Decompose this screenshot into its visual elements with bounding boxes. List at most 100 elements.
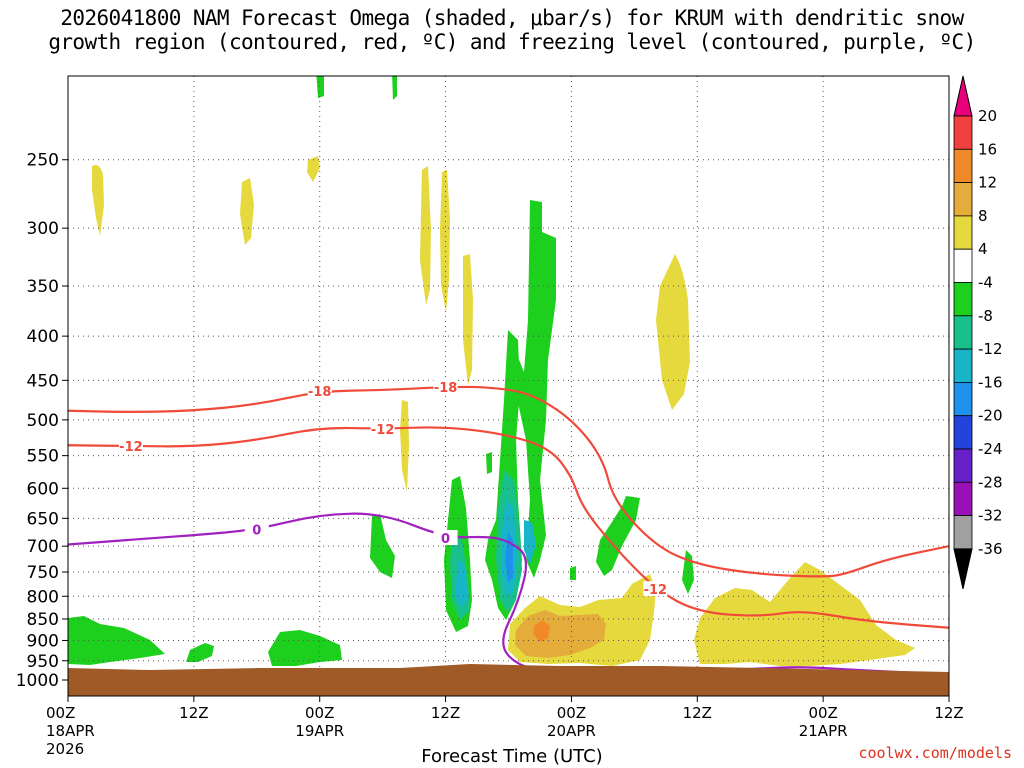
- y-tick-label: 600: [27, 479, 59, 499]
- colorbar-swatch: [953, 515, 973, 550]
- credit-link[interactable]: coolwx.com/models: [858, 744, 1012, 762]
- x-tick-label: 19APR: [295, 722, 344, 740]
- y-tick-label: 950: [27, 652, 59, 672]
- x-tick-label: 12Z: [431, 704, 460, 722]
- colorbar-swatch: [953, 415, 973, 450]
- colorbar-swatch: [953, 381, 973, 417]
- omega-patch-green-6: [486, 452, 492, 474]
- contour-label-bg: [433, 530, 458, 546]
- colorbar-swatch: [953, 348, 973, 383]
- colorbar-swatch: [953, 315, 973, 350]
- x-tick-label: 00Z: [557, 704, 586, 722]
- y-tick-label: 800: [27, 587, 59, 607]
- colorbar-swatch: [953, 548, 973, 590]
- colorbar-swatch: [953, 215, 973, 250]
- x-tick-label: 12Z: [934, 704, 963, 722]
- chart-title: 2026041800 NAM Forecast Omega (shaded, μ…: [0, 6, 1024, 54]
- contour-label-bg: [433, 378, 458, 394]
- omega-patch-yellow-7: [400, 400, 409, 492]
- colorbar-label: 20: [978, 107, 997, 125]
- colorbar-label: 4: [978, 240, 988, 258]
- x-tick-label: 00Z: [808, 704, 837, 722]
- colorbar-label: -28: [978, 473, 1003, 491]
- colorbar-swatch: [953, 182, 973, 217]
- colorbar-swatch: [953, 75, 973, 117]
- x-tick-label: 00Z: [46, 704, 75, 722]
- x-tick-label: 12Z: [179, 704, 208, 722]
- terrain-surface: [68, 664, 949, 696]
- omega-patch-yellow-3: [307, 156, 320, 182]
- omega-patch-green-2: [392, 76, 397, 100]
- y-tick-label: 650: [27, 509, 59, 529]
- colorbar: 20 16 12 8 4 -4 -8 -12 -16 -20 -24 -28 -32 -36: [953, 75, 1003, 590]
- contour-label-bg: [370, 420, 395, 436]
- x-tick-label: 00Z: [305, 704, 334, 722]
- omega-patch-green-12: [186, 643, 214, 662]
- y-tick-label: 450: [27, 371, 59, 391]
- omega-patch-yellow-6: [463, 254, 473, 385]
- y-tick-label: 400: [27, 327, 59, 347]
- dendritic-contour-label: -12: [119, 440, 143, 455]
- colorbar-swatch: [953, 148, 973, 184]
- dendritic-contour-label: -12: [644, 583, 668, 598]
- colorbar-swatch: [953, 481, 973, 516]
- omega-patch-orange-1: [515, 610, 606, 658]
- colorbar-swatch: [953, 282, 973, 317]
- omega-patch-green-8: [596, 496, 640, 576]
- colorbar-label: 8: [978, 207, 988, 225]
- x-tick-label: 2026: [46, 740, 84, 758]
- y-axis: 2503003504004505005506006507007508008509…: [16, 151, 68, 691]
- y-tick-label: 850: [27, 610, 59, 630]
- colorbar-label: -8: [978, 307, 993, 325]
- colorbar-swatch: [953, 248, 973, 283]
- y-tick-label: 900: [27, 631, 59, 651]
- dendritic-contour-label: -12: [371, 423, 395, 438]
- y-tick-label: 1000: [16, 671, 59, 691]
- colorbar-label: 16: [978, 140, 997, 158]
- colorbar-label: -36: [978, 540, 1003, 558]
- colorbar-label: -24: [978, 440, 1003, 458]
- y-tick-label: 700: [27, 537, 59, 557]
- omega-patch-yellow-8: [656, 254, 690, 410]
- y-tick-label: 250: [27, 151, 59, 171]
- y-tick-label: 500: [27, 411, 59, 431]
- omega-patch-yellow-5: [440, 170, 450, 312]
- omega-patch-yellow-10: [694, 562, 915, 666]
- freezing-contour-label: 0: [252, 524, 261, 539]
- shaded-omega-layer: [68, 76, 915, 666]
- colorbar-label: -20: [978, 407, 1003, 425]
- omega-patch-yellow-4: [420, 166, 431, 305]
- y-tick-label: 300: [27, 219, 59, 239]
- dendritic-contour-line: [68, 385, 949, 578]
- y-tick-label: 550: [27, 447, 59, 467]
- omega-patch-teal-5: [524, 520, 536, 565]
- x-tick-label: 12Z: [683, 704, 712, 722]
- omega-patch-green-9: [570, 566, 576, 580]
- x-tick-label: 20APR: [547, 722, 596, 740]
- omega-patch-green-7: [370, 514, 395, 578]
- omega-patch-green-3: [512, 200, 556, 578]
- contour-label-bg: [118, 437, 143, 453]
- title-line-1: 2026041800 NAM Forecast Omega (shaded, μ…: [60, 6, 964, 30]
- contour-label-bg: [643, 581, 668, 597]
- colorbar-swatch: [953, 448, 973, 483]
- omega-patch-green-1: [316, 76, 324, 98]
- colorbar-label: -4: [978, 274, 993, 292]
- dendritic-contour-line: [68, 426, 949, 629]
- dendritic-contour-label: -18: [308, 385, 332, 400]
- omega-patch-orange-2: [533, 620, 550, 642]
- x-tick-label: 18APR: [46, 722, 95, 740]
- contour-label-bg: [307, 383, 332, 399]
- colorbar-label: -32: [978, 507, 1003, 525]
- dendritic-contour-label: -18: [434, 381, 458, 396]
- colorbar-label: 12: [978, 174, 997, 192]
- x-tick-label: 21APR: [799, 722, 848, 740]
- colorbar-swatch: [953, 115, 973, 150]
- omega-patch-yellow-2: [240, 178, 254, 245]
- freezing-contour-label: 0: [441, 532, 450, 547]
- colorbar-label: -12: [978, 340, 1003, 358]
- contour-label-bg: [244, 521, 269, 537]
- omega-patch-green-13: [268, 630, 342, 666]
